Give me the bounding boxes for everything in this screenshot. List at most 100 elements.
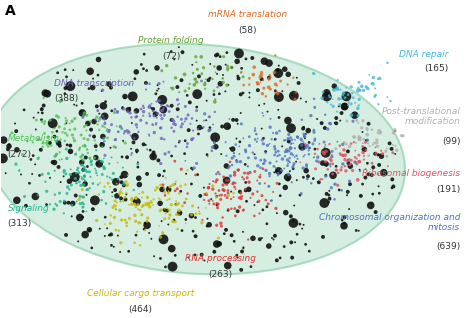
Point: [380, 170, 388, 175]
Point: [351, 148, 359, 153]
Point: [206, 182, 213, 187]
Point: [108, 108, 116, 114]
Point: [76, 215, 83, 220]
Point: [229, 117, 237, 122]
Point: [94, 73, 102, 78]
Point: [165, 222, 172, 227]
Point: [374, 76, 382, 81]
Point: [61, 138, 68, 143]
Point: [260, 86, 268, 91]
Point: [79, 201, 86, 206]
Point: [344, 92, 352, 97]
Point: [87, 119, 94, 124]
Point: [21, 194, 28, 199]
Point: [149, 154, 157, 159]
Point: [97, 158, 105, 163]
Point: [80, 202, 88, 207]
Point: [133, 114, 140, 119]
Point: [258, 193, 266, 198]
Point: [284, 161, 292, 166]
Point: [77, 132, 85, 137]
Point: [73, 103, 80, 108]
Point: [80, 165, 88, 170]
Point: [131, 202, 139, 207]
Point: [132, 114, 139, 120]
Point: [101, 153, 109, 158]
Point: [266, 73, 274, 78]
Point: [305, 152, 313, 157]
Point: [302, 242, 309, 247]
Point: [117, 249, 124, 254]
Point: [374, 131, 381, 136]
Point: [60, 170, 67, 175]
Point: [105, 129, 113, 135]
Point: [202, 77, 209, 82]
Point: [360, 137, 367, 142]
Point: [195, 209, 203, 214]
Point: [241, 170, 248, 176]
Point: [338, 165, 345, 170]
Point: [112, 137, 119, 142]
Point: [51, 154, 58, 159]
Point: [341, 104, 349, 109]
Point: [79, 204, 87, 210]
Point: [122, 197, 129, 202]
Point: [233, 252, 241, 258]
Point: [287, 240, 295, 245]
Point: [71, 175, 79, 180]
Point: [183, 171, 190, 176]
Point: [114, 109, 121, 114]
Point: [222, 227, 230, 232]
Point: [163, 63, 170, 68]
Point: [51, 134, 58, 139]
Point: [376, 131, 384, 136]
Point: [258, 70, 265, 75]
Point: [104, 135, 111, 141]
Point: [236, 204, 243, 210]
Point: [213, 241, 220, 246]
Point: [170, 121, 177, 126]
Point: [229, 147, 236, 152]
Point: [230, 239, 238, 244]
Point: [340, 147, 348, 152]
Point: [172, 219, 179, 225]
Point: [98, 172, 106, 177]
Point: [285, 148, 292, 153]
Point: [343, 85, 350, 90]
Point: [235, 195, 243, 200]
Point: [165, 216, 173, 221]
Point: [92, 148, 100, 153]
Point: [322, 150, 329, 155]
Point: [174, 107, 182, 112]
Point: [38, 119, 46, 124]
Point: [270, 164, 278, 169]
Point: [168, 85, 175, 90]
Point: [71, 138, 78, 143]
Point: [43, 189, 51, 194]
Point: [332, 115, 340, 121]
Point: [388, 177, 396, 182]
Point: [346, 162, 353, 167]
Point: [61, 200, 68, 205]
Point: [124, 109, 132, 114]
Point: [169, 219, 176, 224]
Point: [258, 77, 265, 82]
Point: [286, 160, 294, 165]
Point: [139, 103, 147, 108]
Point: [20, 107, 28, 112]
Point: [223, 83, 231, 88]
Point: [276, 152, 283, 157]
Point: [145, 202, 153, 207]
Point: [134, 202, 142, 207]
Point: [359, 118, 366, 123]
Point: [193, 108, 200, 113]
Point: [349, 119, 357, 124]
Point: [73, 171, 80, 176]
Point: [137, 118, 145, 123]
Point: [351, 155, 359, 160]
Point: [273, 83, 281, 88]
Point: [390, 130, 397, 135]
Point: [110, 171, 117, 176]
Point: [190, 165, 198, 170]
Point: [277, 79, 285, 84]
